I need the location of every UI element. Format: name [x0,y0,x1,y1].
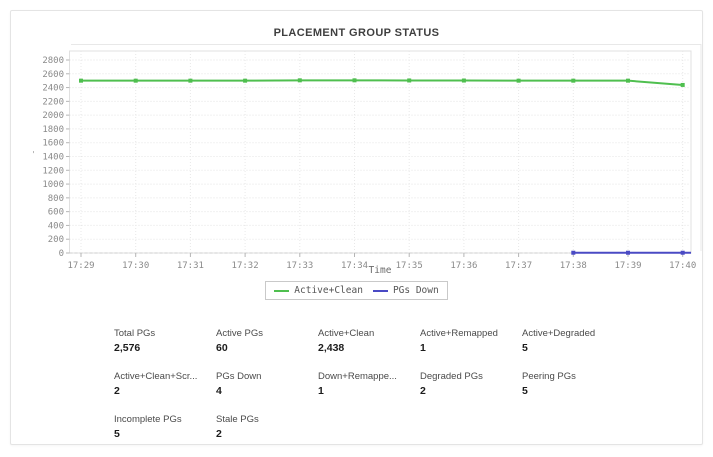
legend-item-pgs-down[interactable]: PGs Down [372,285,439,296]
stat-cell-degraded-pgs: Degraded PGs 2 [420,371,522,397]
y-tick-label: 1600 [42,139,64,149]
legend-label: Active+Clean [294,285,363,296]
placement-group-status-card: PLACEMENT GROUP STATUS 0 200 400 600 800 1000… [10,10,703,445]
x-tick-label: 17:40 [669,261,696,271]
pg-statistics: Total PGs 2,576 Active PGs 60 Active+Clean 2,… [114,328,624,457]
y-tick-label: 2000 [42,111,64,121]
legend-box: Active+Clean PGs Down [265,281,448,300]
stat-label: Peering PGs [522,371,576,382]
y-tick-label: 1000 [42,180,64,190]
stat-cell-active-clean-scr-: Active+Clean+Scr... 2 [114,371,216,397]
x-tick-label: 17:33 [286,261,313,271]
stat-label: Degraded PGs [420,371,483,382]
stat-cell-active-pgs: Active PGs 60 [216,328,318,354]
x-tick-label: 17:36 [450,261,477,271]
y-tick-label: 2800 [42,56,64,66]
stat-value: 2,576 [114,342,141,354]
stat-value: 5 [522,342,528,354]
legend-dash-icon [274,289,290,292]
data-point [79,78,83,83]
stat-label: Active+Clean [318,328,375,339]
x-tick-label: 17:34 [341,261,368,271]
x-tick-label: 17:39 [614,261,641,271]
data-point [407,78,412,83]
x-tick-label: 17:30 [122,261,149,271]
y-tick-label: 200 [48,235,64,245]
stat-value: 2 [114,385,120,397]
stat-label: Down+Remappe... [318,371,397,382]
data-point [297,78,302,83]
y-tick-label: 600 [48,208,64,218]
data-point [680,250,685,255]
stat-cell-active-remapped: Active+Remapped 1 [420,328,522,354]
stat-value: 5 [522,385,528,397]
stat-label: PGs Down [216,371,262,382]
stat-value: 60 [216,342,228,354]
y-tick-label: 2400 [42,84,64,94]
line-chart: 0 200 400 600 800 1000 1200 1400 1600 1800 2000 220… [31,44,702,271]
stat-label: Active PGs [216,328,263,339]
series-line-active-clean [81,79,683,86]
data-point [626,250,630,255]
stat-cell-active-degraded: Active+Degraded 5 [522,328,624,354]
stat-value: 4 [216,385,222,397]
stats-row: Total PGs 2,576 Active PGs 60 Active+Clean 2,… [114,328,624,354]
stat-cell-pgs-down: PGs Down 4 [216,371,318,397]
data-point [571,78,576,83]
y-tick-label: 1400 [42,153,64,163]
y-tick-label: 0 [59,249,64,259]
data-point [243,78,248,83]
y-axis-mark: ' [31,150,36,159]
legend-item-active-clean[interactable]: Active+Clean [274,285,363,296]
stat-label: Active+Clean+Scr... [114,371,198,382]
data-point [680,82,685,87]
x-tick-label: 17:37 [505,261,532,271]
stat-cell-total-pgs: Total PGs 2,576 [114,328,216,354]
data-point [188,78,193,83]
y-tick-label: 2200 [42,97,64,107]
stat-label: Stale PGs [216,414,259,425]
chart-legend: Active+Clean PGs Down [11,281,702,300]
stat-cell-incomplete-pgs: Incomplete PGs 5 [114,414,216,440]
chart-title: PLACEMENT GROUP STATUS [273,27,440,39]
data-point [352,78,357,83]
stat-cell-peering-pgs: Peering PGs 5 [522,371,624,397]
stat-label: Active+Degraded [522,328,596,339]
stat-cell-active-clean: Active+Clean 2,438 [318,328,420,354]
data-point [461,78,466,83]
stat-value: 2 [420,385,426,397]
stat-label: Total PGs [114,328,156,339]
data-point [516,78,521,83]
y-tick-label: 800 [48,194,64,204]
stat-value: 2,438 [318,342,345,354]
stat-value: 1 [420,342,426,354]
stat-value: 5 [114,428,120,440]
stat-label: Incomplete PGs [114,414,182,425]
y-tick-label: 1800 [42,125,64,135]
data-point [133,78,138,83]
stats-row: Incomplete PGs 5 Stale PGs 2 [114,414,624,440]
y-tick-label: 2600 [42,70,64,80]
x-tick-label: 17:35 [396,261,423,271]
stat-cell-down-remappe-: Down+Remappe... 1 [318,371,420,397]
stat-value: 1 [318,385,324,397]
x-tick-label: 17:31 [177,261,204,271]
stat-value: 2 [216,428,222,440]
x-tick-label: 17:29 [67,261,94,271]
legend-label: PGs Down [392,285,439,296]
x-axis-label: Time [368,265,392,276]
data-point [626,78,630,83]
stat-label: Active+Remapped [420,328,498,339]
stat-cell-stale-pgs: Stale PGs 2 [216,414,318,440]
x-tick-label: 17:32 [232,261,259,271]
legend-dash-icon [372,289,388,292]
chart-outer-border [71,44,702,251]
y-tick-label: 400 [48,221,64,231]
y-tick-label: 1200 [42,166,64,176]
stats-row: Active+Clean+Scr... 2 PGs Down 4 Down+Remapp… [114,371,624,397]
x-tick-label: 17:38 [560,261,587,271]
data-point [571,250,576,255]
